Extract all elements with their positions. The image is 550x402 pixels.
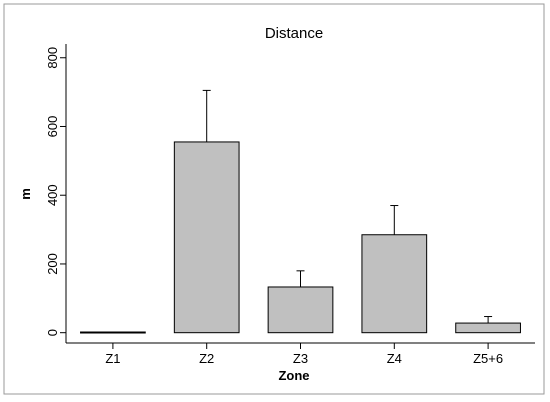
bar-z1	[80, 331, 146, 334]
y-tick-label: 400	[45, 184, 60, 206]
y-tick-label: 800	[45, 47, 60, 69]
y-tick-label: 200	[45, 253, 60, 275]
y-tick-label: 0	[45, 329, 60, 336]
bar-z2	[173, 141, 240, 334]
chart-frame	[3, 3, 545, 395]
chart-title: Distance	[265, 25, 323, 42]
y-axis-title: m	[18, 188, 33, 200]
x-tick-label: Z2	[199, 351, 214, 366]
y-tick-label: 600	[45, 116, 60, 138]
bar-z3	[267, 286, 334, 334]
x-tick-label: Z4	[387, 351, 402, 366]
x-tick-label: Z5+6	[473, 351, 503, 366]
bar-z4	[361, 234, 428, 334]
bar-z5-6	[455, 322, 521, 334]
x-tick-label: Z1	[105, 351, 120, 366]
x-tick-label: Z3	[293, 351, 308, 366]
x-axis-title: Zone	[278, 368, 309, 383]
plot-area: 0 200 400 600 800 Z1 Z2 Z3 Z4 Z5+6	[45, 44, 535, 366]
